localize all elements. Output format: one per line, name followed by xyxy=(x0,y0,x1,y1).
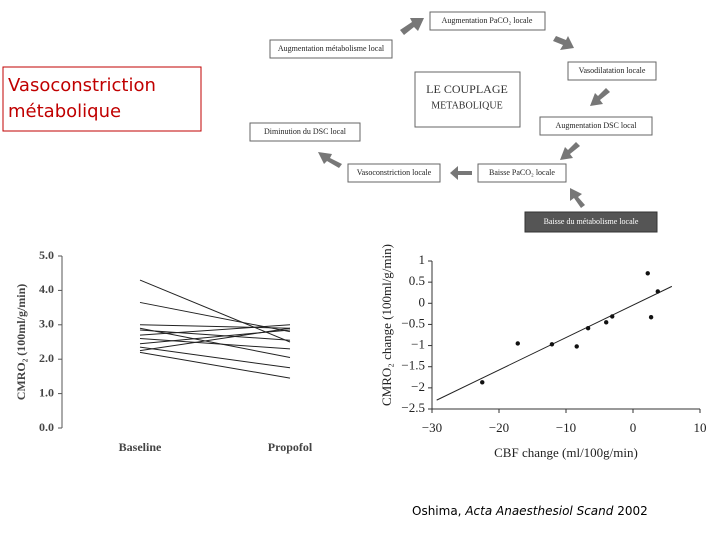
x-tick-label: −10 xyxy=(556,420,576,435)
citation-journal: Acta Anaesthesiol Scand xyxy=(464,504,613,518)
node-box xyxy=(567,61,657,81)
node-box xyxy=(524,211,658,233)
x-axis-label: CBF change (ml/100g/min) xyxy=(494,445,638,460)
arrow xyxy=(553,36,574,50)
node-label: Vasodilatation locale xyxy=(579,66,646,75)
point xyxy=(604,320,609,325)
y-axis-label: CMRO₂ change (100ml/g/min) xyxy=(379,244,394,406)
series-line xyxy=(139,329,291,341)
arrow xyxy=(318,152,342,168)
node-box xyxy=(539,116,653,136)
diagram-title: METABOLIQUE xyxy=(431,100,502,111)
arrow xyxy=(400,18,424,35)
arrow xyxy=(570,188,585,208)
point xyxy=(648,315,654,320)
node-box xyxy=(477,163,567,183)
node-box xyxy=(347,163,441,183)
label-text: métabolique xyxy=(8,101,121,122)
series-line xyxy=(139,338,291,350)
series-line xyxy=(139,324,291,336)
node-label: Baisse PaCO₂ locale xyxy=(489,168,555,177)
y-tick-label: 0.5 xyxy=(409,273,425,288)
node-label: Baisse du métabolisme locale xyxy=(544,217,639,226)
diagram-title-box xyxy=(414,71,521,128)
node-box xyxy=(429,11,546,31)
node-box xyxy=(269,39,393,59)
x-tick-label: −20 xyxy=(489,420,509,435)
arrow xyxy=(590,88,610,106)
y-tick-label: 1 xyxy=(419,252,426,267)
y-tick-label: −2 xyxy=(411,379,425,394)
series-line xyxy=(139,327,291,352)
y-tick-label: 2.0 xyxy=(39,351,54,365)
x-tick-label: −30 xyxy=(422,420,442,435)
point xyxy=(574,344,579,349)
arrow xyxy=(560,142,580,160)
node-label: Diminution du DSC local xyxy=(264,127,347,136)
node-label: Augmentation métabolisme local xyxy=(278,44,385,53)
point xyxy=(515,341,520,346)
arrows xyxy=(318,18,610,208)
node-label: Augmentation PaCO₂ locale xyxy=(442,16,533,25)
y-tick-label: −1.5 xyxy=(401,358,425,373)
node-label: Augmentation DSC local xyxy=(556,121,638,130)
y-tick-label: 1.0 xyxy=(39,385,54,399)
point xyxy=(645,271,650,276)
y-tick-label: 0.0 xyxy=(39,420,54,434)
citation: Oshima, Acta Anaesthesiol Scand 2002 xyxy=(412,504,648,518)
series-line xyxy=(139,346,291,369)
x-tick-label: Propofol xyxy=(268,440,313,454)
x-tick-label: Baseline xyxy=(119,440,162,454)
diagram-title: LE COUPLAGE xyxy=(426,82,508,96)
arrow xyxy=(450,166,472,180)
y-axis-label: CMRO₂ (100ml/g/min) xyxy=(14,284,28,401)
point xyxy=(610,314,615,319)
series-line xyxy=(139,324,291,329)
y-tick-label: 3.0 xyxy=(39,317,54,331)
y-tick-label: 0 xyxy=(419,294,426,309)
x-tick-label: 10 xyxy=(694,420,707,435)
point xyxy=(585,326,591,331)
y-tick-label: −0.5 xyxy=(401,315,425,330)
label-text: Vasoconstriction xyxy=(8,75,156,96)
label-box xyxy=(2,66,202,132)
fit-line xyxy=(436,285,673,401)
point xyxy=(480,380,485,385)
y-tick-label: −2.5 xyxy=(401,400,425,415)
node-label: Vasoconstriction locale xyxy=(357,168,432,177)
point xyxy=(549,342,555,347)
node-box xyxy=(249,122,361,142)
series-line xyxy=(139,351,291,379)
x-tick-label: 0 xyxy=(630,420,637,435)
citation-year: 2002 xyxy=(617,504,648,518)
y-tick-label: 5.0 xyxy=(39,248,54,262)
point xyxy=(655,289,660,294)
citation-author: Oshima, xyxy=(412,504,462,518)
y-tick-label: 4.0 xyxy=(39,282,54,296)
y-tick-label: −1 xyxy=(411,337,425,352)
